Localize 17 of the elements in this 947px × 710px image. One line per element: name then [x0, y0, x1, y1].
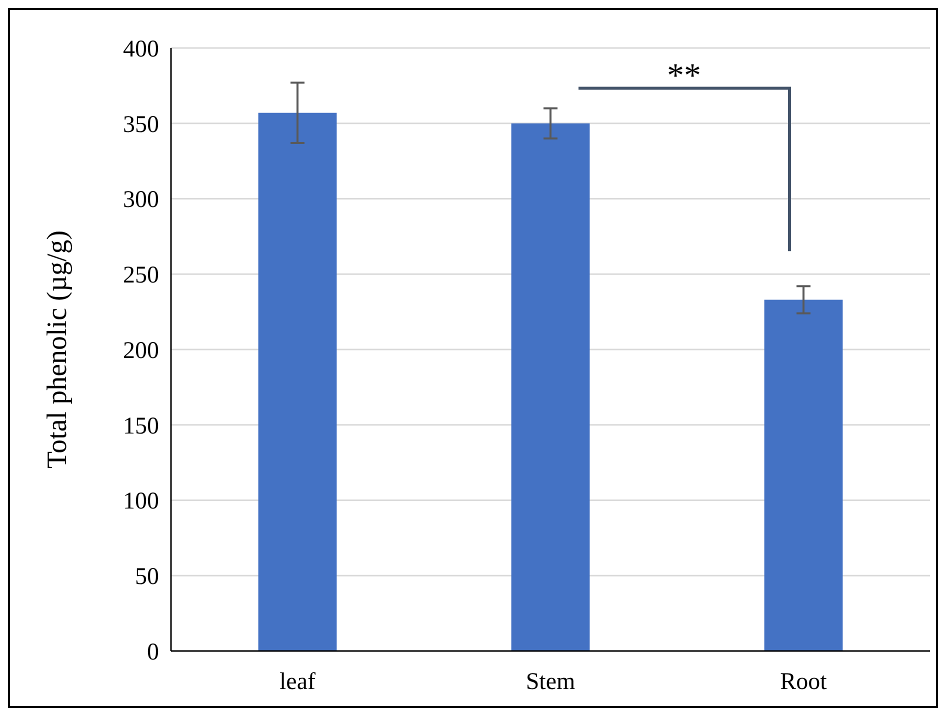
- y-tick-label: 300: [123, 187, 159, 214]
- bar: [511, 123, 590, 651]
- x-tick-label: leaf: [280, 669, 316, 695]
- annotation: **: [667, 57, 701, 94]
- y-tick-label: 400: [123, 36, 159, 62]
- y-tick-label: 250: [123, 262, 159, 289]
- bar: [258, 112, 337, 651]
- x-tick-label: Stem: [526, 669, 576, 695]
- y-tick-label: 200: [123, 338, 159, 364]
- y-tick-label: 0: [147, 639, 159, 666]
- y-tick-label: 150: [123, 413, 159, 440]
- y-tick-label: 50: [135, 564, 159, 590]
- bar: [764, 300, 843, 651]
- y-tick-label: 100: [123, 488, 159, 515]
- x-tick-label: Root: [780, 669, 828, 695]
- y-axis-title: Total phenolic (µg/g): [42, 230, 73, 469]
- y-tick-label: 350: [123, 112, 159, 138]
